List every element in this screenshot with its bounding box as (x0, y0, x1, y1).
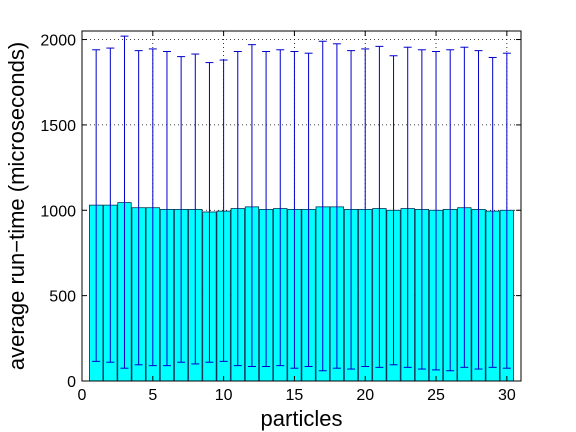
error-bar-10 (219, 59, 228, 362)
y-tick-label-0: 0 (67, 374, 76, 391)
error-bar-18 (332, 43, 341, 369)
error-bar-28 (474, 50, 483, 370)
error-bar-30 (502, 52, 511, 369)
y-tick-label-1: 500 (49, 289, 76, 306)
error-bar-22 (389, 55, 398, 366)
x-tick-label-5: 25 (427, 387, 445, 404)
error-bar-16 (304, 52, 313, 367)
y-axis-label: average run−time (microseconds) (4, 42, 29, 370)
error-bar-13 (262, 50, 271, 367)
error-bar-11 (233, 50, 242, 367)
error-bar-25 (432, 50, 441, 371)
error-bar-9 (205, 62, 214, 363)
x-tick-label-1: 5 (148, 387, 157, 404)
error-bar-26 (446, 49, 455, 372)
error-bar-20 (361, 48, 370, 367)
y-tick-label-3: 1500 (40, 118, 76, 135)
error-bar-24 (417, 49, 426, 370)
error-bar-21 (375, 45, 384, 368)
error-bar-23 (403, 46, 412, 368)
error-bar-5 (148, 48, 157, 367)
x-axis-label: particles (261, 406, 343, 431)
x-tick-label-4: 20 (356, 387, 374, 404)
error-bar-29 (488, 56, 497, 368)
y-tick-label-4: 2000 (40, 33, 76, 50)
error-bar-1 (92, 49, 101, 362)
error-bar-14 (276, 49, 285, 367)
plot-frame (81, 30, 522, 382)
y-tick-label-2: 1000 (40, 203, 76, 220)
error-bar-2 (106, 47, 115, 363)
error-bar-3 (120, 35, 129, 369)
error-bar-12 (247, 44, 256, 367)
error-bar-17 (318, 40, 327, 372)
error-bar-6 (162, 50, 171, 367)
x-tick-label-2: 10 (215, 387, 233, 404)
axis-ticks: 0 5 10 15 20 25 30 0 500 1000 1500 2000 (40, 31, 521, 404)
x-tick-label-3: 15 (286, 387, 304, 404)
error-bar-4 (134, 50, 143, 366)
error-bar-15 (290, 50, 299, 369)
error-bars-layer (92, 35, 511, 372)
error-bar-27 (460, 46, 469, 368)
error-bar-7 (177, 56, 186, 363)
x-tick-label-0: 0 (78, 387, 87, 404)
error-bar-19 (347, 50, 356, 370)
error-bar-8 (191, 53, 200, 365)
x-tick-label-6: 30 (498, 387, 516, 404)
